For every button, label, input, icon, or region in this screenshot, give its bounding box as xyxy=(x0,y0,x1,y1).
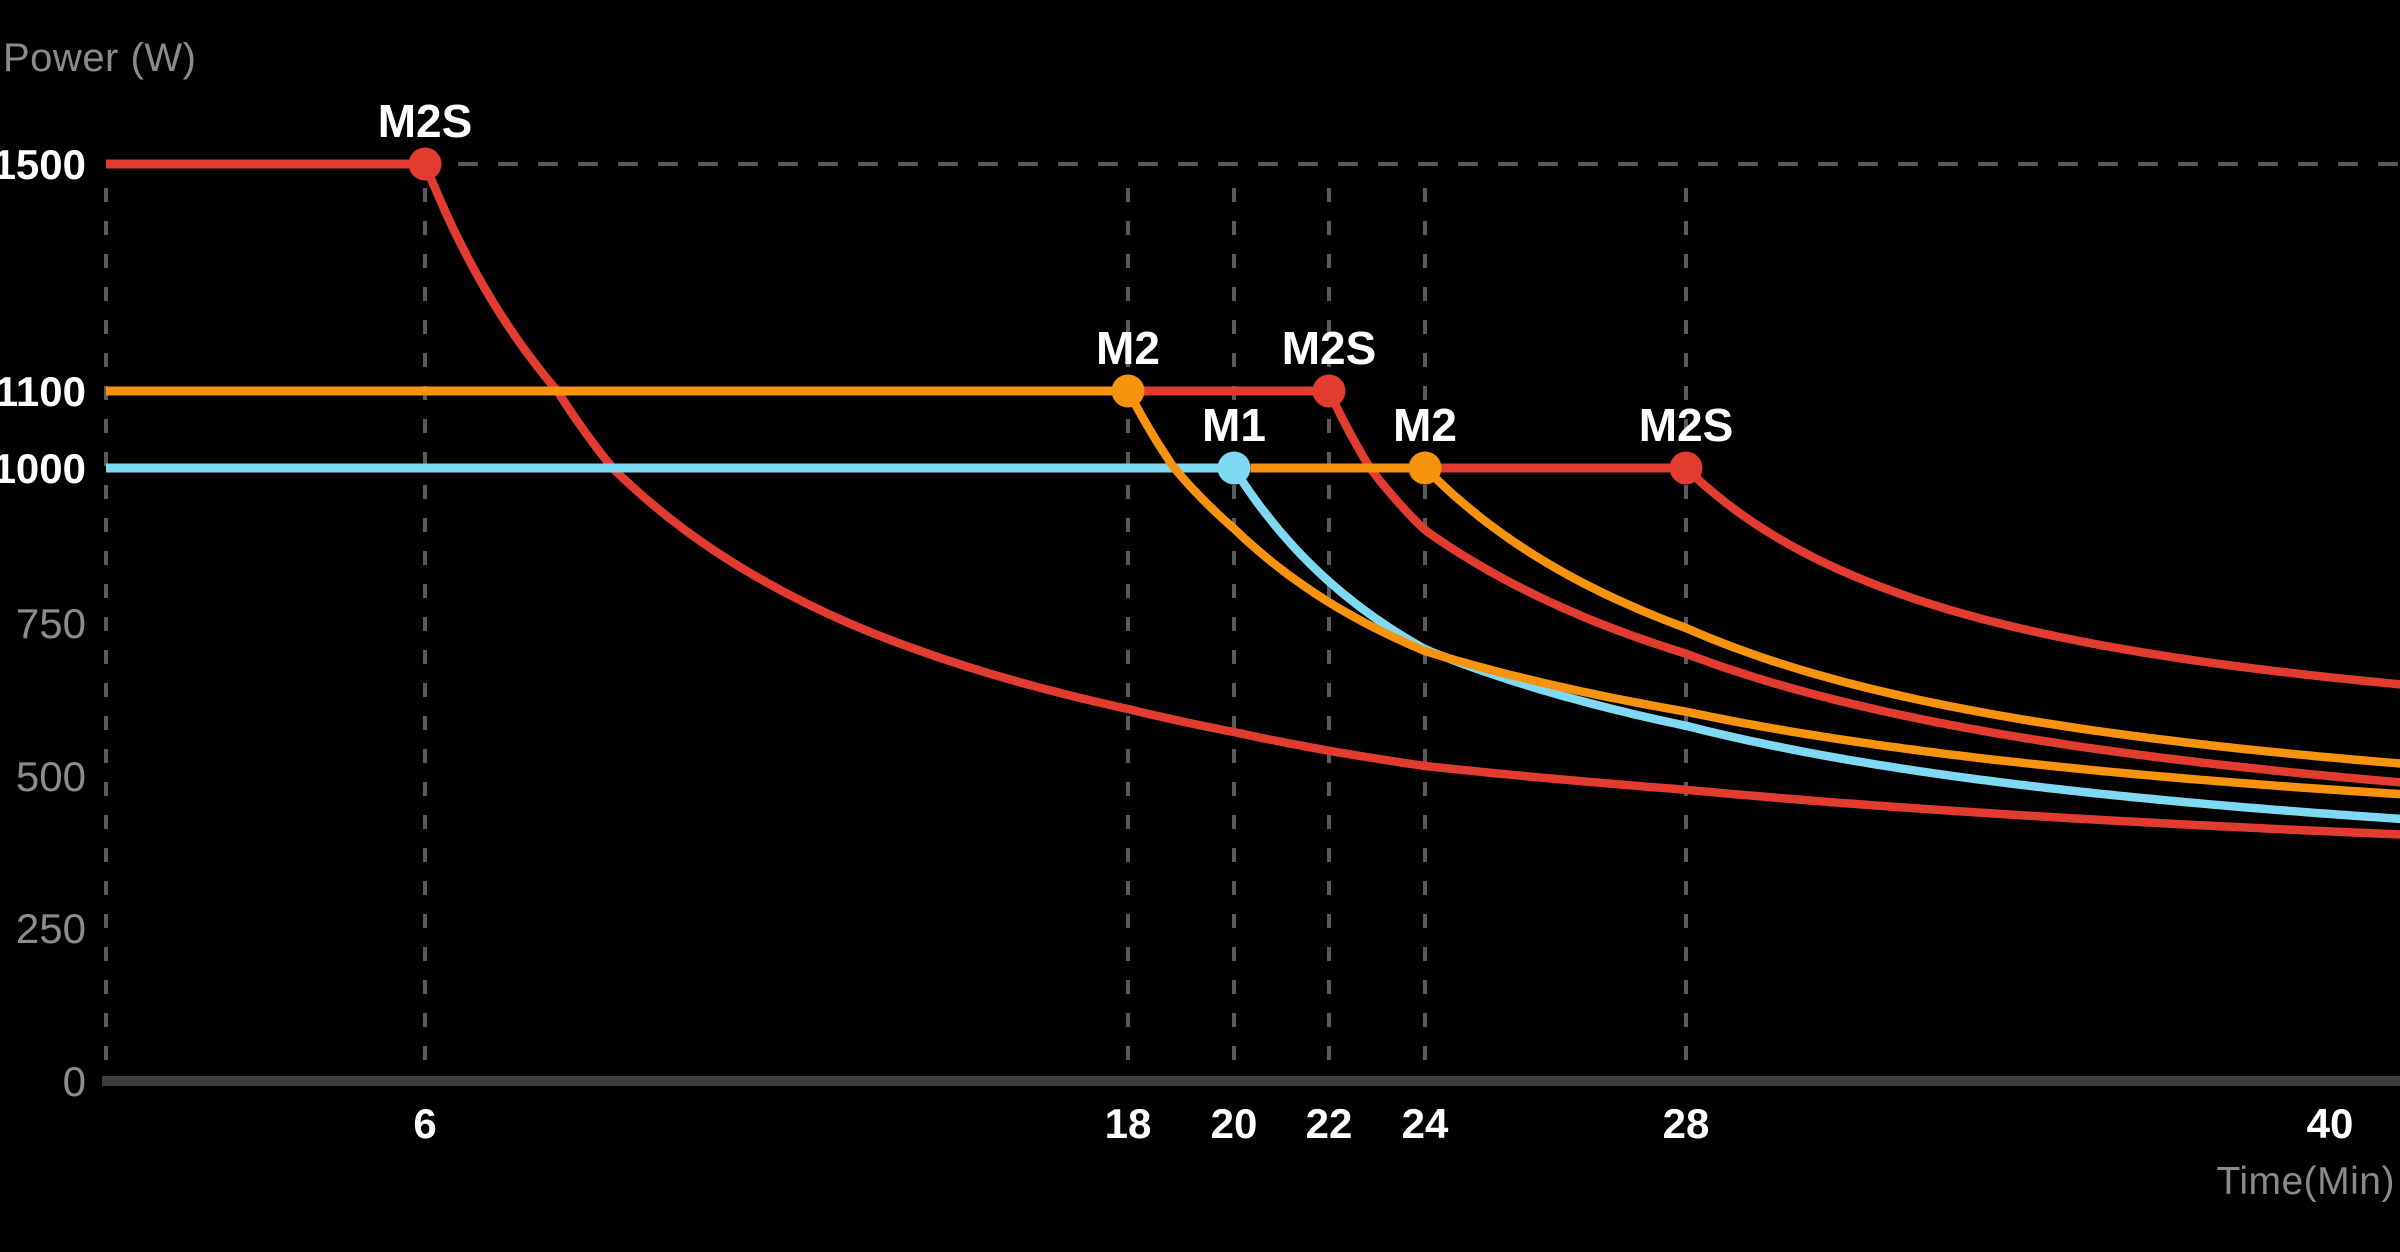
cutoff-dot-m2-1000 xyxy=(1408,451,1442,485)
decay-curve-m2-1100 xyxy=(1123,386,2400,799)
cutoff-label-m1-1000: M1 xyxy=(1202,399,1266,451)
y-tick-0: 0 xyxy=(63,1058,86,1105)
decay-curve-m2s-1100 xyxy=(1324,387,2400,787)
x-axis-title: Time(Min) xyxy=(2216,1160,2395,1203)
y-axis-title: Power (W) xyxy=(3,36,197,80)
y-tick-750: 750 xyxy=(16,600,86,647)
x-tick-24: 24 xyxy=(1402,1100,1449,1147)
x-tick-20: 20 xyxy=(1211,1100,1258,1147)
cutoff-label-m2-1100: M2 xyxy=(1096,322,1160,374)
x-tick-40: 40 xyxy=(2307,1100,2354,1147)
cutoff-label-m2s-1000: M2S xyxy=(1639,399,1734,451)
cutoff-dot-m2s-1000 xyxy=(1669,451,1703,485)
x-tick-22: 22 xyxy=(1306,1100,1353,1147)
decay-curve-m2-1000 xyxy=(1420,463,2400,768)
cutoff-label-m2-1000: M2 xyxy=(1393,399,1457,451)
x-tick-28: 28 xyxy=(1663,1100,1710,1147)
x-tick-18: 18 xyxy=(1105,1100,1152,1147)
cutoff-dot-m2s-1100 xyxy=(1312,374,1346,408)
y-tick-1500: 1500 xyxy=(0,141,86,188)
y-tick-1100: 1100 xyxy=(0,368,86,415)
cutoff-label-m2s-1100: M2S xyxy=(1282,322,1377,374)
cutoff-dot-m1-1000 xyxy=(1217,451,1251,485)
decay-curve-m2s-1500 xyxy=(420,159,2400,839)
y-tick-500: 500 xyxy=(16,753,86,800)
y-tick-250: 250 xyxy=(16,905,86,952)
cutoff-dot-m2-1100 xyxy=(1111,374,1145,408)
cutoff-label-m2s-1500: M2S xyxy=(378,95,473,147)
x-tick-6: 6 xyxy=(413,1100,436,1147)
decay-curve-m2s-1000 xyxy=(1681,463,2400,689)
y-tick-1000: 1000 xyxy=(0,445,86,492)
cutoff-dot-m2s-1500 xyxy=(408,147,442,181)
